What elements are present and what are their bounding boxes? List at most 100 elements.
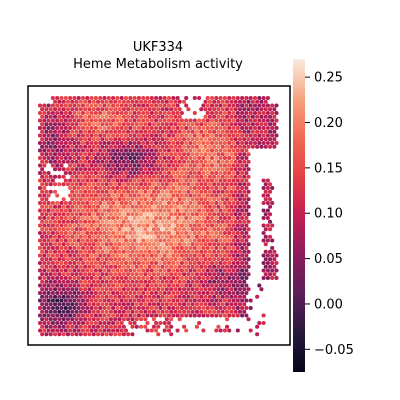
spot <box>123 155 129 161</box>
spot <box>229 264 234 269</box>
spot <box>100 219 105 224</box>
spot <box>205 253 210 258</box>
spot <box>225 287 230 292</box>
spot <box>46 103 51 108</box>
spot <box>240 215 245 221</box>
spot <box>201 200 206 206</box>
spot <box>188 185 193 191</box>
spot <box>115 313 120 318</box>
spot <box>70 242 75 247</box>
spot <box>126 264 131 269</box>
spot <box>199 144 204 149</box>
spot <box>139 159 144 164</box>
spot <box>76 313 81 318</box>
spot <box>115 275 120 281</box>
spot <box>130 324 135 329</box>
spot <box>96 249 101 254</box>
spot <box>113 242 118 247</box>
spot <box>136 283 141 288</box>
spot <box>136 155 141 161</box>
spot <box>218 95 223 101</box>
spot <box>119 290 124 296</box>
spot <box>98 215 103 221</box>
spot <box>218 260 223 266</box>
spot <box>100 182 105 187</box>
spot <box>194 242 199 247</box>
spot <box>48 122 53 127</box>
spot <box>63 238 68 243</box>
spot <box>87 317 92 322</box>
spot <box>83 182 88 187</box>
spot <box>68 268 73 273</box>
spot <box>126 182 131 187</box>
spot <box>246 212 251 217</box>
spot <box>184 208 189 213</box>
spot <box>123 133 129 138</box>
spot <box>70 197 75 202</box>
spot <box>248 110 253 116</box>
spot <box>126 197 131 202</box>
spot <box>57 227 62 232</box>
spot <box>270 253 275 258</box>
spot <box>126 279 131 284</box>
spot <box>156 99 161 104</box>
spot <box>78 264 83 269</box>
spot <box>147 204 152 209</box>
spot <box>136 200 141 206</box>
spot <box>128 155 133 161</box>
spot <box>186 174 191 179</box>
spot <box>227 260 232 266</box>
spot <box>106 140 111 146</box>
spot <box>212 182 217 187</box>
spot <box>89 268 94 273</box>
spot <box>83 294 88 299</box>
spot <box>272 249 277 254</box>
spot <box>175 253 180 258</box>
spot <box>237 219 242 224</box>
spot <box>104 212 109 217</box>
spot <box>126 227 131 232</box>
spot <box>126 309 131 314</box>
spot <box>96 114 101 119</box>
spot <box>59 275 64 281</box>
spot <box>194 182 199 187</box>
spot <box>205 260 210 266</box>
spot <box>270 275 275 281</box>
spot <box>218 155 223 161</box>
spot <box>96 219 101 224</box>
spot <box>91 324 96 329</box>
spot <box>55 125 60 131</box>
spot <box>53 294 58 299</box>
spot <box>177 249 182 254</box>
spot <box>143 137 148 142</box>
spot <box>158 95 163 101</box>
spot <box>166 223 172 228</box>
spot <box>59 283 64 288</box>
spot <box>98 238 103 243</box>
spot <box>65 114 70 119</box>
spot <box>61 182 66 187</box>
spot <box>160 99 165 104</box>
spot <box>175 163 180 168</box>
spot <box>65 99 70 104</box>
spot <box>121 107 126 112</box>
spot <box>162 103 167 108</box>
spot <box>242 189 247 194</box>
spot <box>207 152 212 157</box>
spot <box>186 279 191 284</box>
spot <box>231 298 236 303</box>
spot <box>74 219 79 224</box>
spot <box>78 332 83 337</box>
spot <box>164 294 169 299</box>
spot <box>197 215 202 221</box>
spot <box>154 223 159 228</box>
spot <box>182 249 187 254</box>
spot <box>76 253 81 258</box>
spot <box>50 283 55 288</box>
spot <box>44 197 49 202</box>
spot <box>171 148 176 153</box>
spot <box>162 328 167 333</box>
spot <box>227 133 232 138</box>
spot <box>227 245 232 251</box>
spot <box>209 215 215 221</box>
